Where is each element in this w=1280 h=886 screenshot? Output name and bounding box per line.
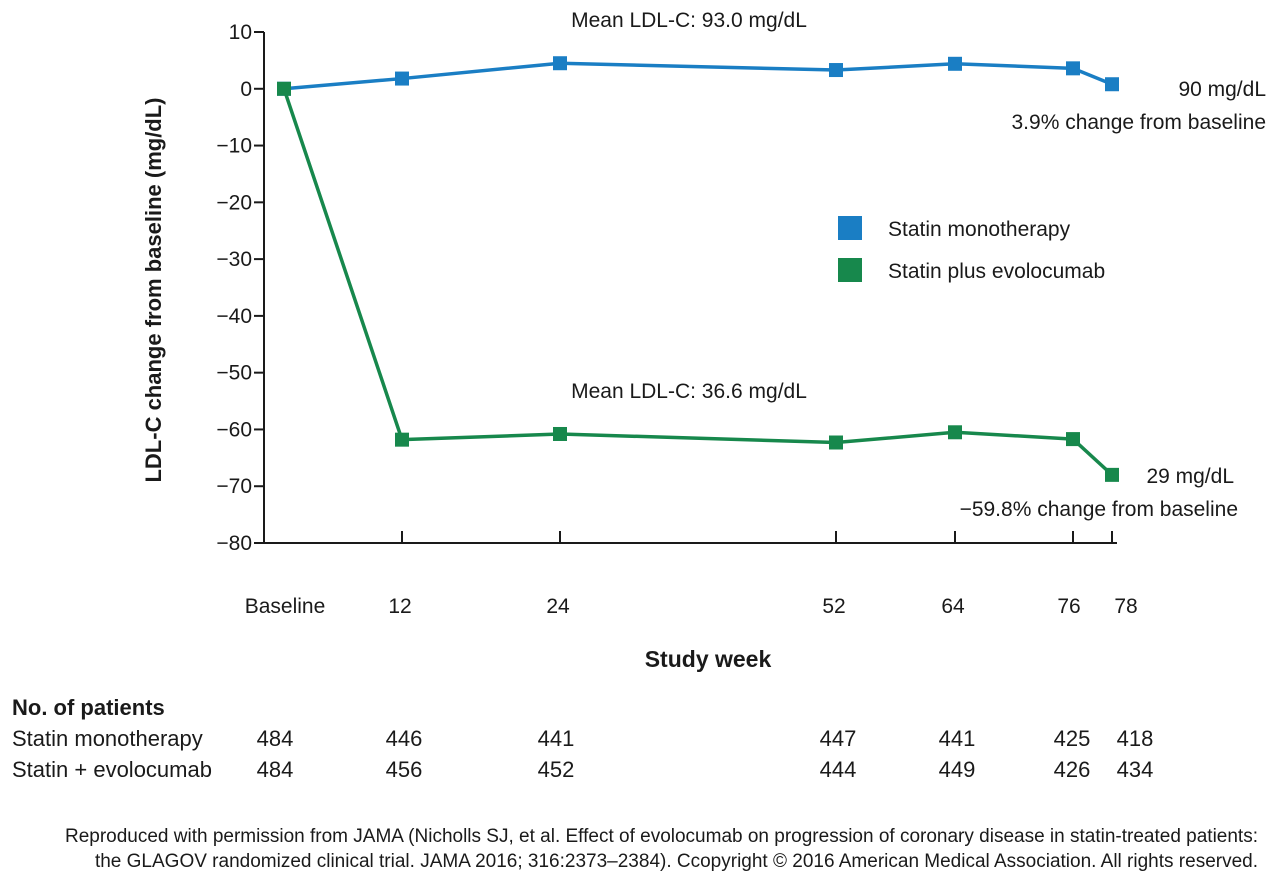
x-tick-label: 24	[546, 595, 570, 618]
data-point-statin-plus-evolocumab	[553, 426, 567, 441]
data-point-statin-plus-evolocumab	[1066, 432, 1080, 447]
patients-row-label: Statin + evolocumab	[12, 757, 212, 782]
copyright-footer-line-1: Reproduced with permission from JAMA (Ni…	[64, 826, 1258, 847]
data-point-statin-plus-evolocumab	[1105, 467, 1119, 482]
end-change-evolocumab: −59.8% change from baseline	[960, 498, 1238, 521]
patients-table-title: No. of patients	[12, 695, 165, 720]
patients-count-cell: 447	[820, 726, 857, 751]
y-tick-label: −80	[216, 532, 252, 555]
y-tick-label: −40	[216, 305, 252, 328]
y-tick-label: −20	[216, 191, 252, 214]
axes: 10 0 −10 −20 −30 −40 −50 −60 −70 −80 Baseline 12 24 5…	[216, 21, 1137, 618]
end-label-monotherapy: 90 mg/dL	[1178, 78, 1266, 101]
y-tick-label: −70	[216, 475, 252, 498]
data-point-statin-monotherapy	[948, 56, 962, 71]
data-point-statin-plus-evolocumab	[829, 435, 843, 450]
y-tick-label: 0	[240, 78, 252, 101]
patients-table: No. of patients Statin monotherapy 484 446 4…	[12, 695, 1153, 782]
annotation-mean-evolocumab: Mean LDL-C: 36.6 mg/dL	[571, 380, 807, 403]
data-point-statin-monotherapy	[395, 71, 409, 86]
y-tick-label: −30	[216, 248, 252, 271]
patients-count-cell: 484	[257, 726, 294, 751]
x-tick-label: 52	[822, 595, 845, 618]
y-tick-label: −10	[216, 135, 252, 158]
data-point-statin-plus-evolocumab	[277, 81, 291, 96]
patients-count-cell: 425	[1054, 726, 1091, 751]
end-label-evolocumab: 29 mg/dL	[1146, 465, 1234, 488]
y-axis-label: LDL-C change from baseline (mg/dL)	[141, 97, 166, 482]
data-point-statin-monotherapy	[553, 56, 567, 71]
legend-label-statin-plus-evolocumab: Statin plus evolocumab	[888, 260, 1105, 283]
patients-count-cell: 441	[939, 726, 976, 751]
data-point-statin-monotherapy	[829, 63, 843, 78]
legend-label-statin-monotherapy: Statin monotherapy	[888, 218, 1071, 241]
annotations: Mean LDL-C: 93.0 mg/dL 90 mg/dL 3.9% chang…	[571, 9, 1266, 521]
data-point-statin-monotherapy	[1066, 61, 1080, 76]
patients-count-cell: 418	[1117, 726, 1154, 751]
legend: Statin monotherapy Statin plus evolocumab	[838, 216, 1105, 283]
x-tick-label: 78	[1114, 595, 1137, 618]
patients-count-cell: 446	[386, 726, 423, 751]
copyright-footer-line-2: the GLAGOV randomized clinical trial. JA…	[94, 851, 1258, 872]
x-axis-label: Study week	[645, 646, 772, 672]
patients-count-cell: 484	[257, 757, 294, 782]
y-tick-label: 10	[229, 21, 252, 44]
annotation-mean-monotherapy: Mean LDL-C: 93.0 mg/dL	[571, 9, 807, 32]
patients-row-label: Statin monotherapy	[12, 726, 203, 751]
patients-count-cell: 452	[538, 757, 575, 782]
x-tick-label: Baseline	[245, 595, 326, 618]
y-tick-label: −50	[216, 362, 252, 385]
x-tick-label: 76	[1057, 595, 1080, 618]
data-point-statin-monotherapy	[1105, 77, 1119, 92]
data-point-statin-plus-evolocumab	[948, 425, 962, 440]
legend-swatch-statin-plus-evolocumab	[838, 258, 862, 282]
patients-count-cell: 449	[939, 757, 976, 782]
patients-count-cell: 444	[820, 757, 857, 782]
y-tick-label: −60	[216, 418, 252, 441]
x-tick-label: 12	[388, 595, 411, 618]
data-point-statin-plus-evolocumab	[395, 432, 409, 447]
patients-count-cell: 456	[386, 757, 423, 782]
end-change-monotherapy: 3.9% change from baseline	[1012, 111, 1267, 134]
series-layer	[277, 56, 1119, 482]
x-tick-label: 64	[941, 595, 965, 618]
patients-count-cell: 441	[538, 726, 575, 751]
patients-count-cell: 426	[1054, 757, 1091, 782]
legend-swatch-statin-monotherapy	[838, 216, 862, 240]
patients-count-cell: 434	[1117, 757, 1154, 782]
